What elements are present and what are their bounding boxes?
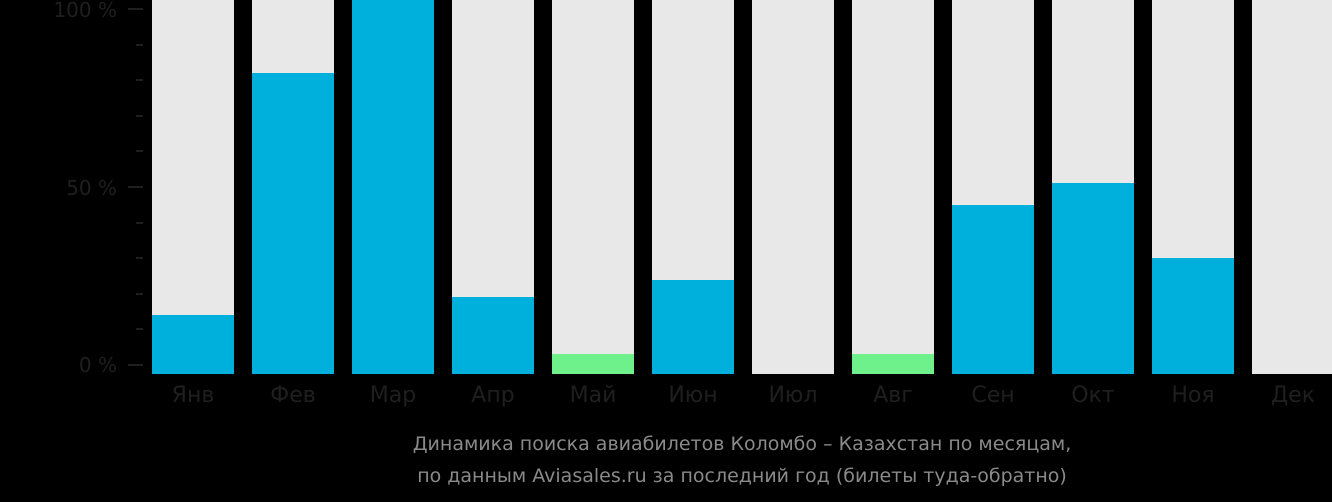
caption-line-2: по данным Aviasales.ru за последний год … <box>417 465 1067 487</box>
y-tick-mark <box>136 43 143 46</box>
bar-8 <box>852 0 934 374</box>
x-tick-label: Мар <box>369 383 417 408</box>
bar-4 <box>452 0 534 374</box>
bar-value-fill <box>1152 258 1234 374</box>
chart-caption: Динамика поиска авиабилетов Коломбо – Ка… <box>0 428 1332 492</box>
bar-value-fill <box>252 73 334 374</box>
x-tick-label: Ноя <box>1171 383 1215 408</box>
bar-value-fill <box>352 0 434 374</box>
x-tick-label: Дек <box>1270 383 1315 408</box>
y-tick-mark <box>136 221 143 224</box>
y-tick-mark <box>136 114 143 117</box>
bar-value-fill <box>552 354 634 374</box>
bar-5 <box>552 0 634 374</box>
bar-value-fill <box>452 297 534 374</box>
caption-line-1: Динамика поиска авиабилетов Коломбо – Ка… <box>412 433 1072 455</box>
bar-value-fill <box>1052 183 1134 374</box>
y-tick-mark <box>136 257 143 260</box>
y-tick-mark <box>136 79 143 82</box>
bar-6 <box>652 0 734 374</box>
bar-value-fill <box>852 354 934 374</box>
y-tick-mark <box>136 292 143 295</box>
x-tick-label: Апр <box>471 383 515 408</box>
x-tick-label: Янв <box>171 383 215 408</box>
bar-9 <box>952 0 1034 374</box>
bar-value-fill <box>152 315 234 374</box>
y-tick-mark <box>128 364 143 366</box>
x-tick-label: Окт <box>1071 383 1115 408</box>
y-tick-mark <box>136 328 143 331</box>
bar-12 <box>1252 0 1332 374</box>
x-tick-label: Июн <box>668 383 718 408</box>
y-tick-mark <box>128 186 143 188</box>
x-tick-label: Авг <box>873 383 913 408</box>
bar-1 <box>152 0 234 374</box>
bar-7 <box>752 0 834 374</box>
y-tick-mark <box>128 8 143 10</box>
bar-value-fill <box>952 204 1034 374</box>
x-tick-label: Фев <box>270 383 316 408</box>
y-tick-mark <box>136 150 143 153</box>
bar-10 <box>1052 0 1134 374</box>
bar-11 <box>1152 0 1234 374</box>
bar-3 <box>352 0 434 374</box>
y-tick-label-100: 100 % <box>53 0 117 22</box>
x-tick-label: Сен <box>971 383 1015 408</box>
bar-value-fill <box>652 279 734 374</box>
y-tick-label-50: 50 % <box>66 176 117 200</box>
y-tick-label-0: 0 % <box>78 353 117 377</box>
bar-2 <box>252 0 334 374</box>
x-tick-label: Июл <box>768 383 818 408</box>
x-tick-label: Май <box>569 383 617 408</box>
